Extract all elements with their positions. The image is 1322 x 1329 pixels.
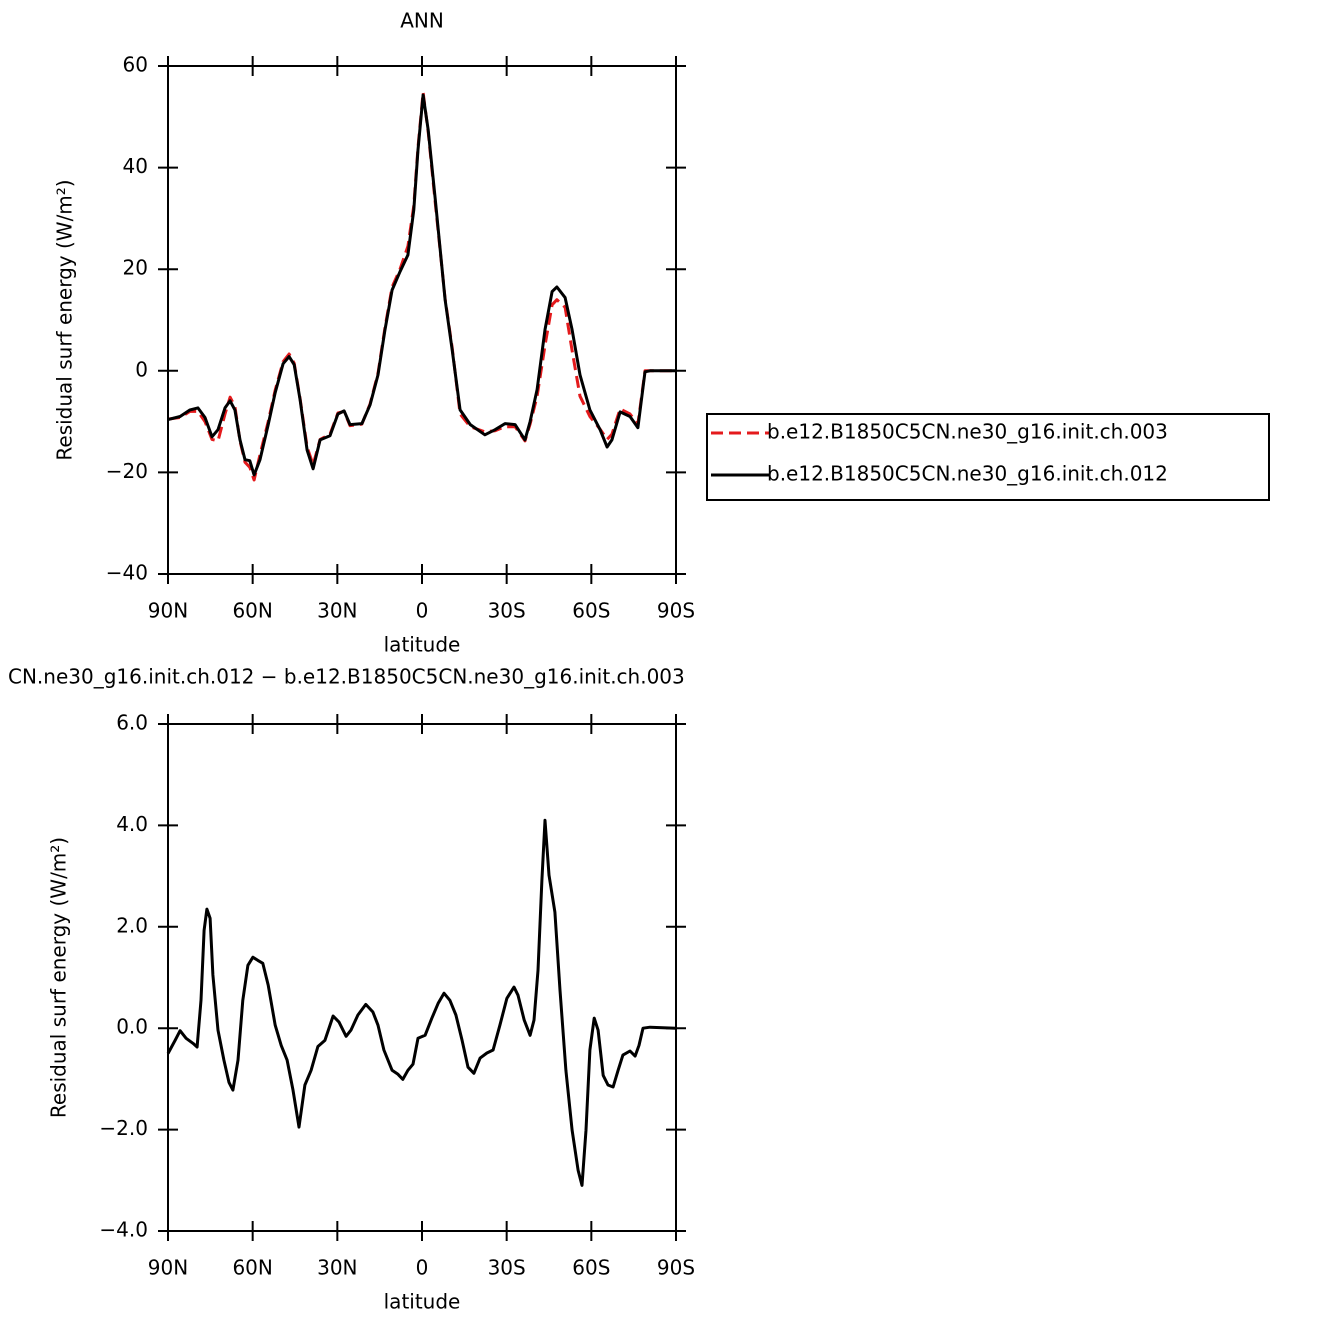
y-tick-label: 20 (123, 256, 148, 280)
x-tick-label: 60S (572, 1256, 610, 1280)
y-tick-label: 40 (123, 154, 148, 178)
y-tick-label: 0 (135, 357, 148, 381)
legend-label: b.e12.B1850C5CN.ne30_g16.init.ch.003 (767, 420, 1168, 444)
legend: b.e12.B1850C5CN.ne30_g16.init.ch.003 b.e1… (706, 413, 1270, 501)
y-tick-label: −20 (106, 459, 148, 483)
y-tick-label: −40 (106, 561, 148, 585)
legend-box (706, 413, 1270, 501)
x-tick-label: 30N (317, 599, 357, 623)
y-tick-label: 4.0 (116, 812, 148, 836)
data-line (167, 93, 676, 477)
x-tick-label: 60N (232, 599, 272, 623)
y-tick-label: 0.0 (116, 1015, 148, 1039)
x-tick-label: 0 (416, 1256, 429, 1280)
chart-title: ANN (400, 9, 444, 33)
y-tick-label: −4.0 (99, 1218, 148, 1242)
x-axis-label: latitude (384, 633, 461, 657)
legend-label: b.e12.B1850C5CN.ne30_g16.init.ch.012 (767, 462, 1168, 486)
x-tick-label: 30S (488, 1256, 526, 1280)
x-tick-label: 30S (488, 599, 526, 623)
x-tick-label: 90N (148, 599, 188, 623)
plot-frame (167, 723, 677, 1232)
y-tick-label: 60 (123, 53, 148, 77)
chart-title: CN.ne30_g16.init.ch.012 − b.e12.B1850C5C… (8, 665, 685, 689)
x-tick-label: 90S (657, 599, 695, 623)
x-tick-label: 0 (416, 599, 429, 623)
data-line (166, 818, 677, 1187)
y-axis-label: Residual surf energy (W/m²) (53, 179, 77, 460)
x-tick-label: 60S (572, 599, 610, 623)
x-tick-label: 30N (317, 1256, 357, 1280)
x-axis-label: latitude (384, 1290, 461, 1314)
y-tick-label: −2.0 (99, 1116, 148, 1140)
y-axis-label: Residual surf energy (W/m²) (47, 837, 71, 1118)
x-tick-label: 90N (148, 1256, 188, 1280)
data-line (167, 90, 676, 482)
y-tick-label: 2.0 (116, 913, 148, 937)
x-tick-label: 60N (232, 1256, 272, 1280)
x-tick-label: 90S (657, 1256, 695, 1280)
y-tick-label: 6.0 (116, 711, 148, 735)
plot-frame (167, 65, 677, 575)
